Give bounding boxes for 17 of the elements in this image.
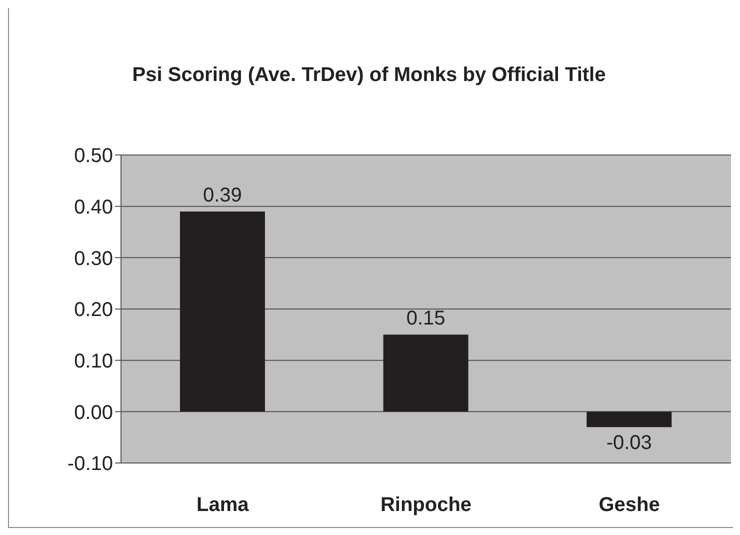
x-tick-label: Lama — [196, 494, 250, 516]
x-tick-label: Rinpoche — [380, 494, 472, 516]
bar — [586, 412, 672, 428]
data-label: -0.03 — [606, 432, 652, 454]
bar — [180, 211, 265, 412]
y-tick-label: -0.10 — [67, 453, 113, 476]
y-tick-label: 0.10 — [74, 350, 113, 372]
bar — [383, 334, 468, 412]
data-label: 0.15 — [406, 308, 446, 330]
data-label: 0.39 — [203, 184, 242, 206]
y-tick-label: 0.00 — [74, 402, 113, 424]
x-tick-label: Geshe — [598, 494, 660, 516]
y-tick-label: 0.40 — [74, 196, 113, 218]
y-tick-label: 0.20 — [74, 299, 113, 322]
chart-title: Psi Scoring (Ave. TrDev) of Monks by Official Title — [131, 63, 607, 88]
y-tick-label: 0.50 — [74, 145, 113, 168]
y-tick-label: 0.30 — [74, 248, 113, 270]
